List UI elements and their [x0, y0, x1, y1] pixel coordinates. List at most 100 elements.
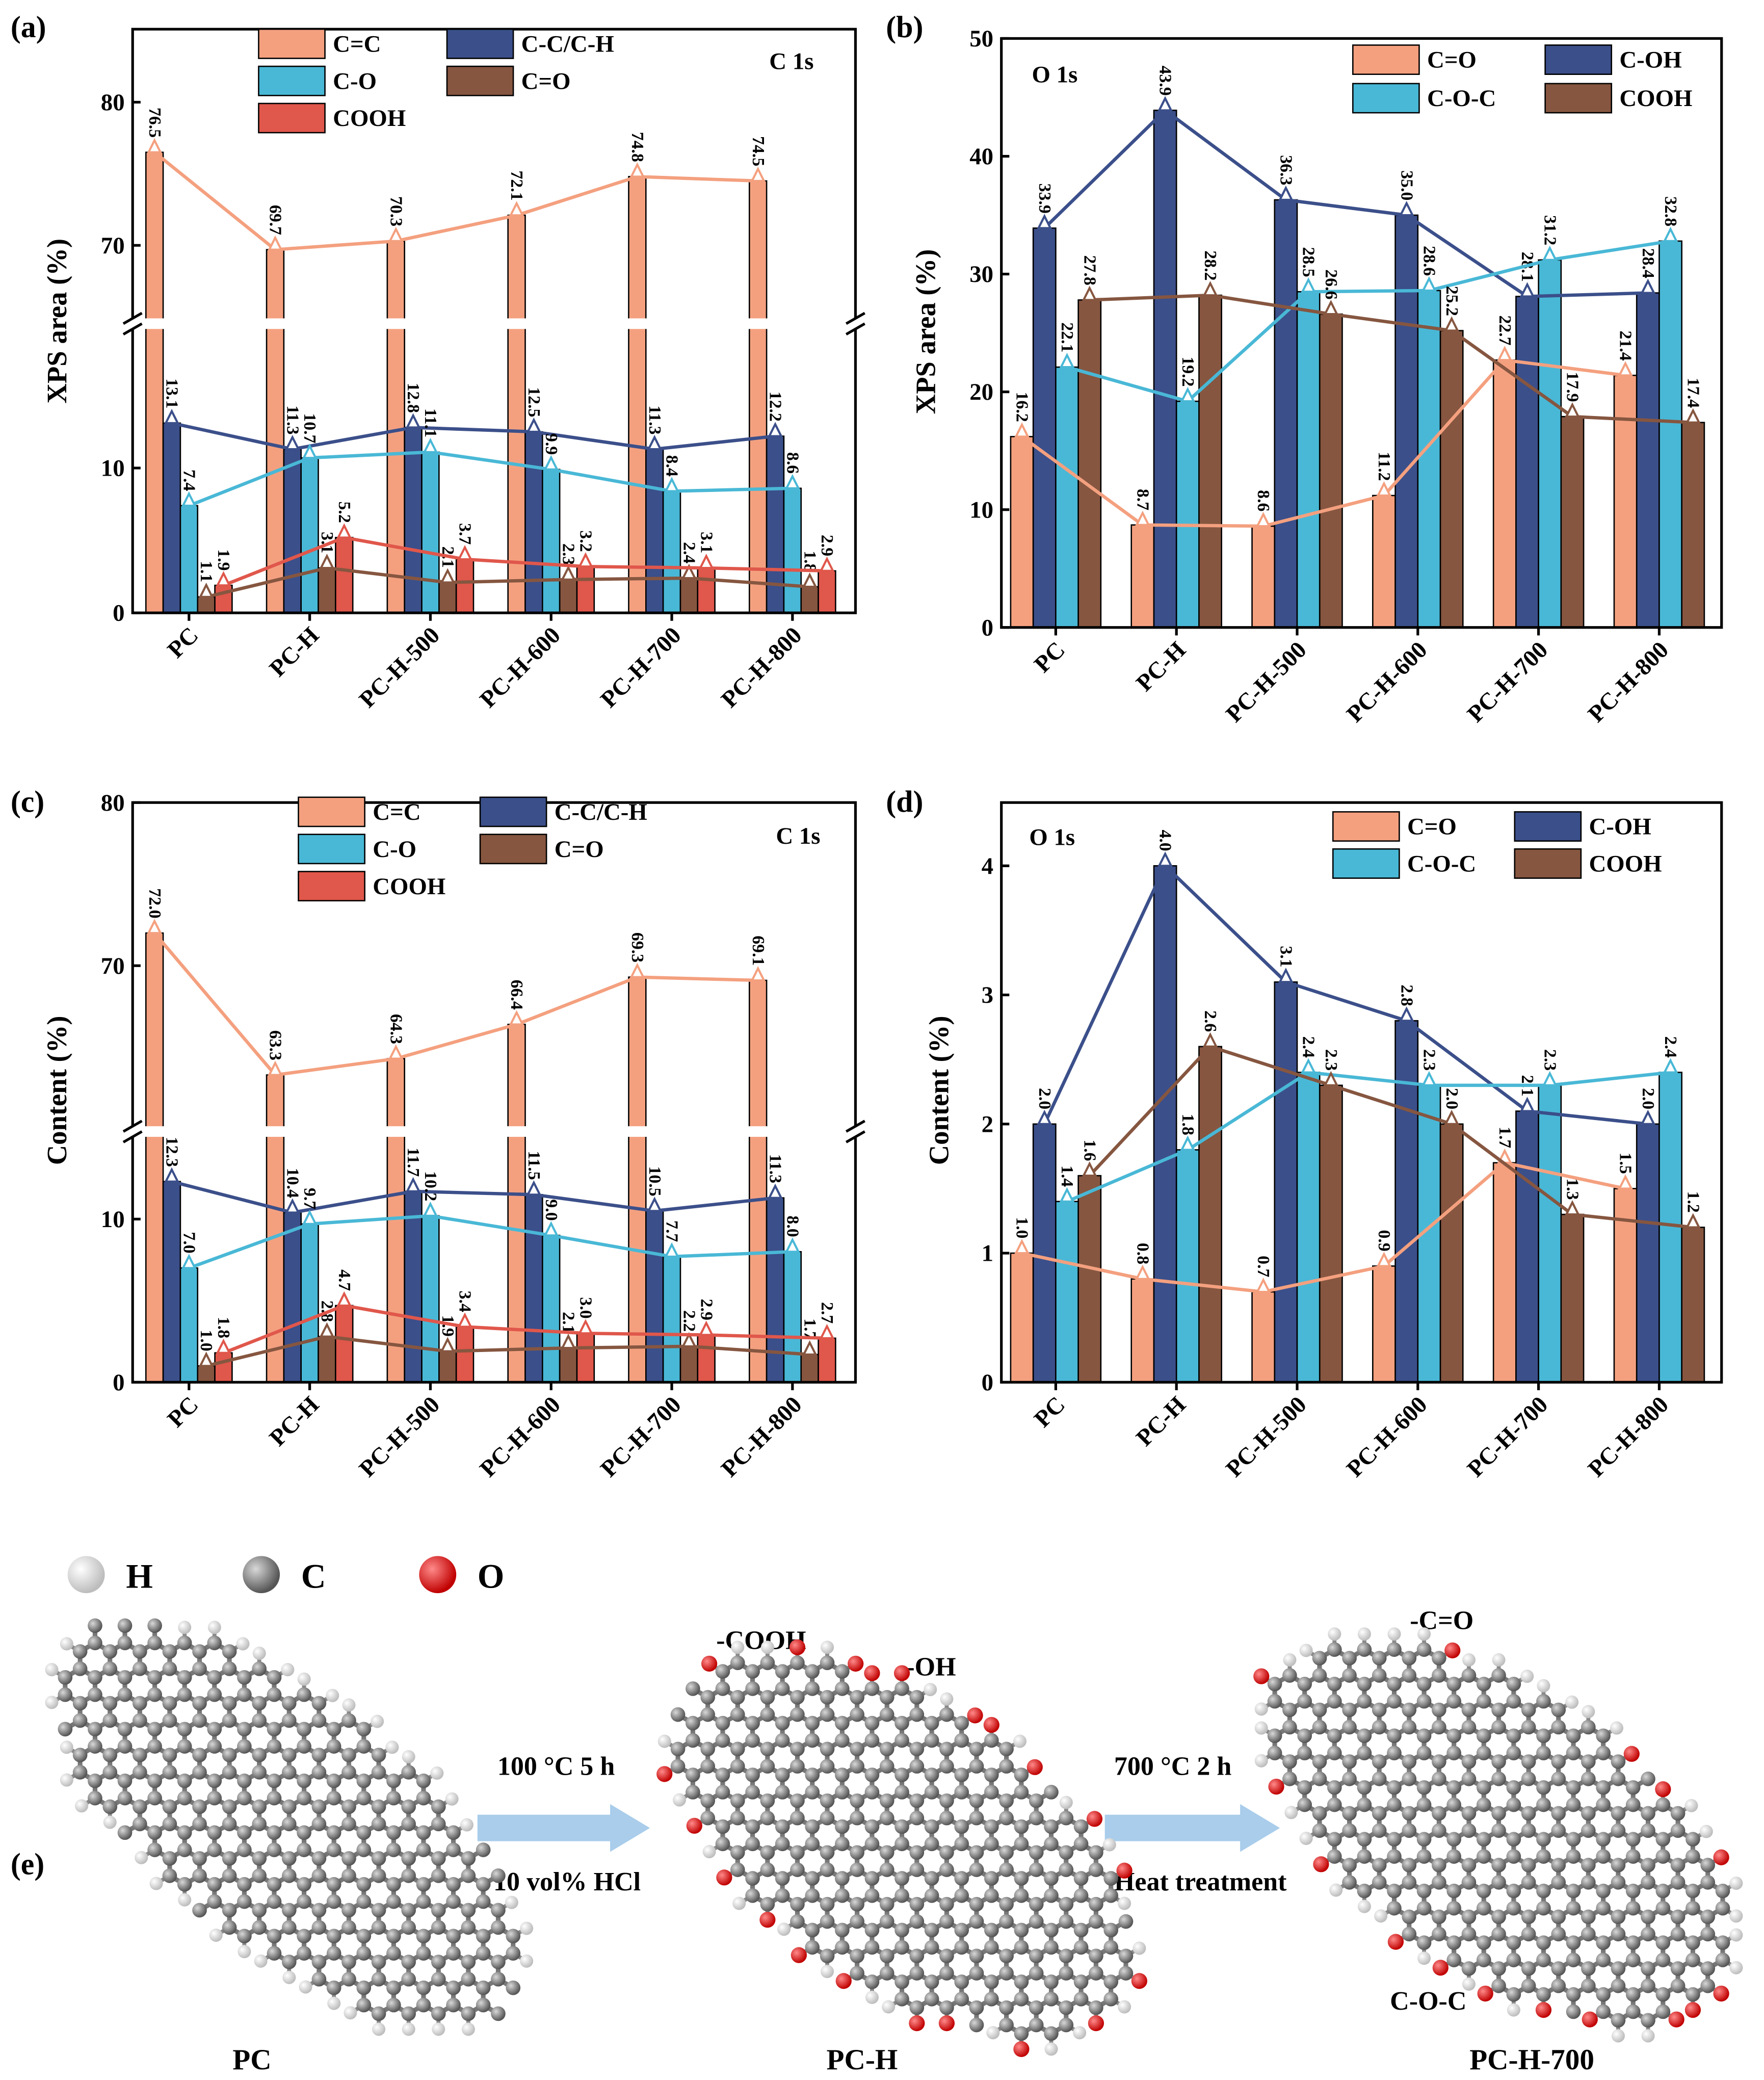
hydrogen-atom	[1611, 2029, 1625, 2043]
carbon-atom	[835, 1888, 850, 1903]
carbon-atom	[1029, 1914, 1044, 1929]
carbon-atom	[177, 1739, 192, 1754]
carbon-atom	[820, 1690, 835, 1705]
carbon-atom	[1596, 1746, 1611, 1760]
charts: 76.569.7 70.372.174.8 74.513.111.312.8 12.5…	[11, 10, 1723, 1483]
carbon-atom	[461, 1920, 476, 1935]
carbon-atom	[864, 1922, 880, 1938]
data-label: 2.3	[559, 543, 578, 565]
carbon-atom	[909, 1966, 925, 1981]
carbon-atom	[222, 1696, 237, 1711]
data-point-marker	[1444, 316, 1460, 332]
data-label: 1.2	[1683, 1191, 1702, 1213]
hydrogen-atom	[209, 1928, 223, 1942]
data-label: 72.0	[145, 888, 164, 918]
carbon-atom	[1536, 1953, 1551, 1967]
carbon-atom	[939, 1914, 954, 1929]
carbon-atom	[909, 1690, 925, 1705]
data-point-marker	[1180, 1135, 1196, 1151]
carbon-atom	[476, 1946, 491, 1961]
carbon-atom	[1506, 1780, 1521, 1795]
carbon-atom	[1312, 1754, 1327, 1769]
carbon-atom	[1282, 1720, 1297, 1735]
legend-label: C-C/C-H	[555, 799, 647, 825]
carbon-atom	[1551, 1875, 1566, 1890]
carbon-atom	[745, 1785, 760, 1800]
x-tick-label: PC-H-700	[595, 622, 686, 713]
carbon-atom	[1641, 1772, 1655, 1786]
carbon-atom	[207, 1842, 222, 1857]
data-label: 12.3	[163, 1137, 181, 1167]
carbon-atom	[133, 1644, 147, 1659]
carbon-atom	[177, 1773, 192, 1788]
carbon-atom	[311, 1903, 327, 1918]
carbon-atom	[431, 1920, 446, 1935]
carbon-atom	[1581, 1978, 1596, 1993]
data-label: 74.5	[749, 136, 768, 166]
carbon-atom	[686, 1733, 700, 1748]
bar	[1251, 525, 1276, 629]
group-label: -OH	[906, 1652, 956, 1681]
legend-label: C-O-C	[1407, 851, 1476, 877]
plot-frame	[1000, 801, 1723, 1384]
carbon-atom	[1461, 1720, 1477, 1735]
data-point-marker	[423, 1201, 438, 1217]
data-point-marker	[1640, 278, 1656, 294]
hydrogen-atom	[1729, 1961, 1743, 1974]
carbon-atom	[147, 1635, 162, 1650]
carbon-atom	[401, 1765, 416, 1780]
y-axis-label: Content (%)	[924, 1016, 955, 1165]
carbon-atom	[371, 1851, 386, 1866]
oxygen-atom	[1313, 1856, 1329, 1873]
carbon-atom	[386, 1894, 401, 1909]
carbon-atom	[1476, 1935, 1491, 1950]
carbon-atom	[1551, 1823, 1566, 1838]
carbon-atom	[1521, 1909, 1536, 1925]
data-label: 11.2	[1375, 452, 1393, 481]
carbon-atom	[760, 1741, 775, 1757]
carbon-atom	[1686, 1832, 1700, 1847]
carbon-atom	[969, 2000, 984, 2015]
carbon-atom	[297, 1946, 311, 1961]
bar	[1439, 1123, 1464, 1383]
carbon-atom	[864, 1836, 880, 1852]
carbon-atom	[805, 1836, 820, 1852]
carbon-atom	[1089, 2000, 1103, 2015]
carbon-atom	[237, 1722, 252, 1737]
carbon-atom	[1267, 1728, 1282, 1744]
carbon-atom	[267, 1722, 282, 1737]
carbon-atom	[715, 1785, 730, 1800]
carbon-atom	[1476, 1746, 1491, 1760]
carbon-atom	[1044, 1819, 1059, 1834]
bar	[818, 570, 836, 614]
legend-label: C-O	[333, 68, 377, 94]
carbon-atom	[835, 1681, 850, 1696]
carbon-atom	[431, 1851, 446, 1866]
carbon-atom	[1625, 1780, 1641, 1795]
carbon-atom	[1625, 1935, 1641, 1950]
carbon-atom	[1670, 1806, 1686, 1821]
carbon-atom	[760, 1862, 775, 1877]
carbon-atom	[1044, 1991, 1059, 2007]
carbon-atom	[1312, 1823, 1327, 1838]
carbon-atom	[1267, 1746, 1282, 1760]
carbon-atom	[431, 1816, 446, 1832]
hydrogen-atom	[672, 1793, 687, 1807]
hydrogen-atom	[777, 1922, 791, 1936]
hydrogen-atom	[326, 1688, 339, 1702]
legend-swatch	[446, 28, 514, 59]
carbon-atom	[1327, 1780, 1342, 1795]
x-tick-label: PC-H-500	[1221, 1391, 1311, 1482]
legend-swatch	[1514, 811, 1582, 842]
carbon-atom	[1416, 1935, 1432, 1950]
carbon-atom	[222, 1765, 237, 1780]
data-label: 1.8	[800, 551, 819, 572]
carbon-atom	[1566, 1832, 1581, 1847]
data-point-marker	[457, 1312, 473, 1328]
carbon-atom	[1372, 1668, 1387, 1683]
carbon-atom	[954, 1819, 969, 1834]
carbon-atom	[1581, 1927, 1596, 1942]
carbon-atom	[924, 1715, 939, 1731]
data-point-marker	[698, 1320, 714, 1336]
carbon-atom	[371, 1868, 386, 1883]
